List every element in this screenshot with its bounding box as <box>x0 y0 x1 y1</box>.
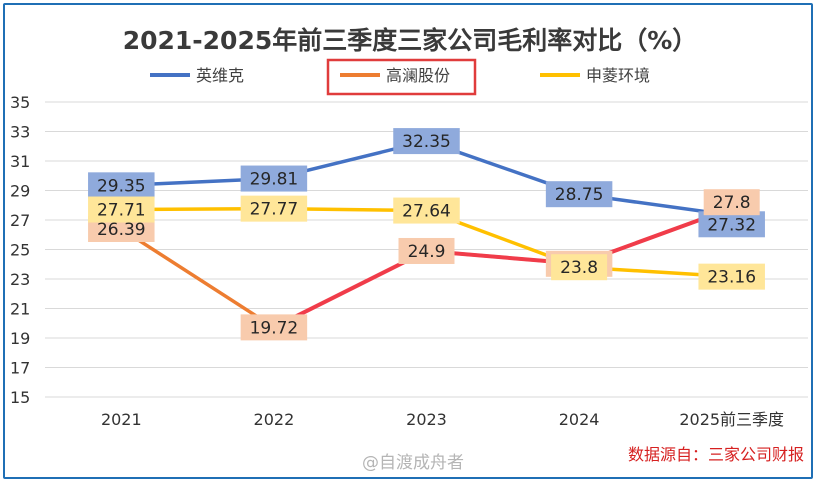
legend-entry: 英维克 <box>196 66 244 85</box>
chart-title: 2021-2025年前三季度三家公司毛利率对比（%） <box>123 26 698 55</box>
data-label-text: 27.8 <box>713 193 751 213</box>
y-axis-ticks: 15 17 19 21 23 25 27 29 31 33 35 <box>10 93 30 407</box>
watermark: @自渡成舟者 <box>362 453 464 473</box>
data-label-text: 29.81 <box>250 170 299 190</box>
data-label-bg <box>88 172 155 199</box>
x-axis-ticks: 2021 2022 2023 2024 2025前三季度 <box>101 410 784 429</box>
y-tick-label: 23 <box>10 270 30 289</box>
x-tick-label: 2023 <box>406 410 447 429</box>
legend-highlight-box <box>326 58 477 96</box>
legend-entry: 高澜股份 <box>386 66 450 85</box>
x-tick-label: 2022 <box>254 410 295 429</box>
source-note: 数据源自：三家公司财报 <box>628 445 804 464</box>
data-label-text: 27.32 <box>707 215 756 235</box>
data-label-bg <box>551 254 608 281</box>
data-label: 24.9 <box>398 237 455 264</box>
x-tick-label: 2021 <box>101 410 142 429</box>
data-label: 23.8 <box>551 254 608 281</box>
data-label: 27.64 <box>393 197 460 224</box>
data-label: 27.8 <box>703 189 760 216</box>
data-label: 27.71 <box>88 196 155 223</box>
y-tick-label: 29 <box>10 182 30 201</box>
data-labels: 29.35 29.81 32.35 28.75 27.32 26.39 19.72 24.9 2… <box>88 128 765 341</box>
y-tick-label: 17 <box>10 359 30 378</box>
data-label-bg <box>393 128 460 155</box>
data-label-bg <box>698 211 765 238</box>
data-label-bg <box>393 197 460 224</box>
series-line <box>120 206 733 330</box>
data-label-text: 32.35 <box>402 132 451 152</box>
data-label-bg <box>698 263 765 290</box>
legend-entry: 申菱环境 <box>586 66 650 85</box>
data-label-bg <box>88 196 155 223</box>
data-label-text: 24.9 <box>408 242 446 262</box>
y-tick-label: 35 <box>10 93 30 112</box>
data-label: 19.72 <box>240 314 308 341</box>
data-label: 27.32 <box>698 211 765 238</box>
data-label: 32.35 <box>393 128 460 155</box>
data-label-bg <box>545 181 613 208</box>
data-label-bg <box>703 189 760 216</box>
data-label-text: 27.77 <box>250 200 299 220</box>
y-tick-label: 33 <box>10 123 30 142</box>
y-tick-label: 25 <box>10 241 30 260</box>
data-label: 29.35 <box>88 172 155 199</box>
data-label-text: 27.64 <box>402 202 451 222</box>
trend-arrows <box>282 208 727 325</box>
data-label: 23.16 <box>698 263 765 290</box>
legend: 英维克 高澜股份 申菱环境 <box>150 58 650 96</box>
data-label-bg <box>240 314 308 341</box>
x-tick-label: 2024 <box>559 410 600 429</box>
y-tick-label: 27 <box>10 211 30 230</box>
data-label: 29.81 <box>240 165 308 192</box>
data-label: 28.75 <box>545 181 613 208</box>
data-label-text: 27.71 <box>97 201 146 221</box>
series-lines <box>120 139 733 330</box>
y-tick-label: 31 <box>10 152 30 171</box>
data-label-text: 28.75 <box>555 185 604 205</box>
data-label-bg <box>398 237 455 264</box>
y-tick-label: 21 <box>10 300 30 319</box>
y-tick-label: 19 <box>10 329 30 348</box>
x-tick-label: 2025前三季度 <box>679 410 784 429</box>
data-label-text: 29.35 <box>97 176 146 196</box>
data-label-bg <box>240 165 308 192</box>
data-label-text: 23.16 <box>707 268 756 288</box>
data-label-text: 19.72 <box>250 318 299 338</box>
data-label-text: 26.39 <box>97 220 146 240</box>
data-label-bg <box>240 195 308 222</box>
data-label: 27.77 <box>240 195 308 222</box>
trend-arrow <box>282 253 422 325</box>
data-label-text: 23.8 <box>560 258 598 278</box>
y-tick-label: 15 <box>10 388 30 407</box>
